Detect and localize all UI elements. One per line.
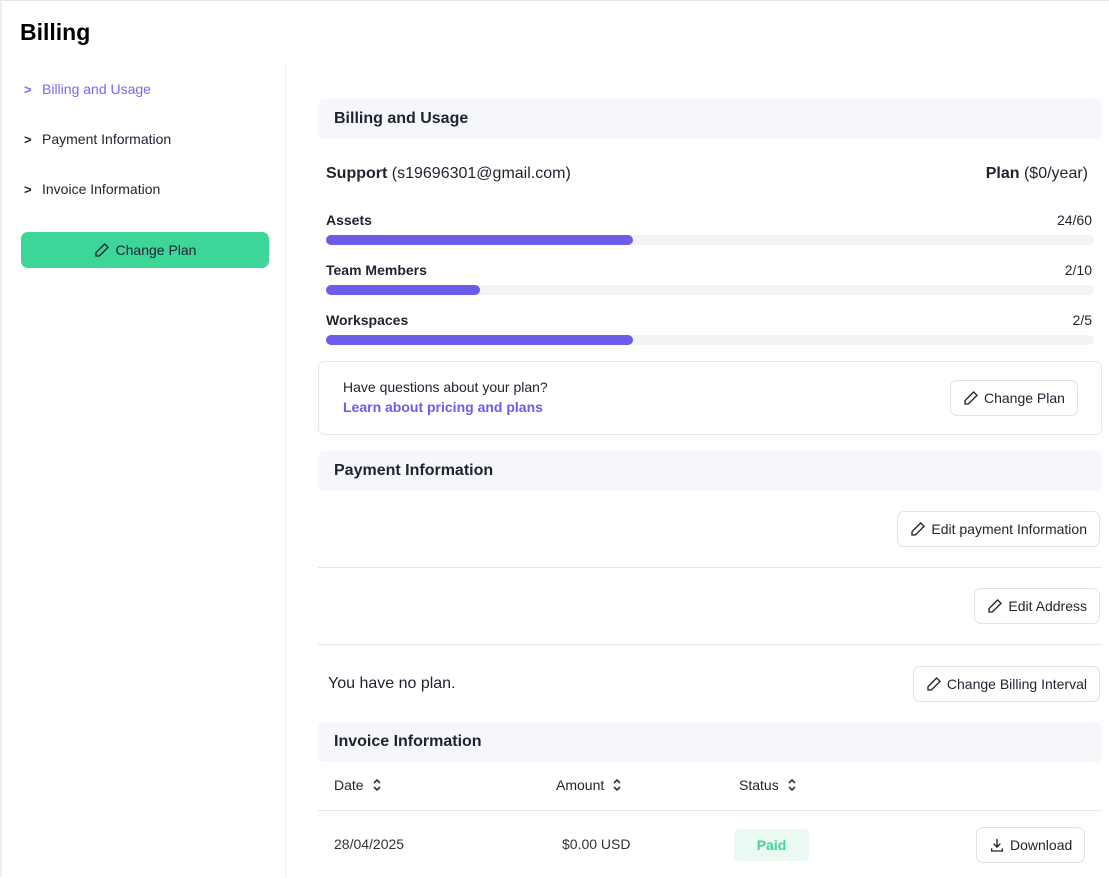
button-label: Change Billing Interval (946, 676, 1087, 692)
chevron-right-icon: > (24, 131, 32, 147)
edit-address-button[interactable]: Edit Address (974, 588, 1100, 624)
no-plan-text: You have no plan. (328, 675, 456, 692)
support-email: (s19696301@gmail.com) (391, 165, 571, 182)
progress-fill (326, 285, 480, 295)
sidebar-change-plan-button[interactable]: Change Plan (21, 232, 269, 268)
usage-progress-workspaces (326, 335, 1094, 345)
column-header-status[interactable]: Status (739, 777, 797, 793)
sort-icon (372, 777, 382, 793)
invoice-amount: $0.00 USD (562, 836, 631, 852)
sidebar-item-label: Invoice Information (42, 181, 161, 197)
plan-question: Have questions about your plan? (343, 379, 548, 395)
button-label: Download (1010, 837, 1073, 853)
button-label: Edit Address (1008, 598, 1087, 614)
button-label: Change Plan (115, 242, 197, 258)
pencil-icon (94, 242, 110, 258)
sidebar-item-billing-usage[interactable]: > Billing and Usage (24, 81, 151, 97)
usage-value: 2/10 (1064, 262, 1092, 278)
sidebar-item-payment-information[interactable]: > Payment Information (24, 131, 171, 147)
usage-label: Team Members (326, 262, 427, 278)
button-label: Change Plan (984, 390, 1065, 406)
divider (318, 810, 1102, 811)
column-header-amount[interactable]: Amount (556, 777, 622, 793)
pencil-icon (910, 521, 926, 537)
invoice-date: 28/04/2025 (334, 836, 405, 852)
sidebar-item-invoice-information[interactable]: > Invoice Information (24, 181, 160, 197)
plan-price: ($0/year) (1023, 165, 1088, 182)
column-header-date[interactable]: Date (334, 777, 382, 793)
sidebar-item-label: Billing and Usage (42, 81, 151, 97)
learn-pricing-link[interactable]: Learn about pricing and plans (343, 399, 543, 415)
divider (318, 644, 1102, 645)
progress-fill (326, 335, 634, 345)
page-title: Billing (20, 19, 91, 45)
pencil-icon (926, 676, 942, 692)
download-icon (989, 837, 1005, 853)
change-plan-button[interactable]: Change Plan (950, 380, 1078, 416)
pencil-icon (987, 598, 1003, 614)
progress-fill (326, 235, 634, 245)
plan-info: Plan ($0/year) (986, 165, 1088, 183)
edit-payment-button[interactable]: Edit payment Information (897, 511, 1100, 547)
download-invoice-button[interactable]: Download (976, 827, 1086, 863)
chevron-right-icon: > (24, 81, 32, 97)
usage-value: 2/5 (1072, 312, 1092, 328)
usage-label: Assets (326, 212, 372, 228)
column-label: Status (739, 777, 779, 793)
usage-value: 24/60 (1056, 212, 1092, 228)
divider (318, 567, 1102, 568)
status-badge: Paid (734, 829, 809, 861)
change-billing-interval-button[interactable]: Change Billing Interval (912, 666, 1100, 702)
sidebar-item-label: Payment Information (42, 131, 172, 147)
sort-icon (787, 777, 797, 793)
payment-information-header: Payment Information (318, 451, 1102, 491)
sidebar-divider (285, 65, 286, 878)
column-label: Date (334, 777, 364, 793)
support-info: Support (s19696301@gmail.com) (326, 165, 571, 183)
plan-help-card (318, 361, 1102, 435)
plan-label: Plan (985, 165, 1020, 182)
button-label: Edit payment Information (931, 521, 1087, 537)
chevron-right-icon: > (24, 181, 32, 197)
usage-progress-team-members (326, 285, 1094, 295)
sort-icon (612, 777, 622, 793)
invoice-information-header: Invoice Information (318, 722, 1102, 762)
pencil-icon (963, 390, 979, 406)
usage-progress-assets (326, 235, 1094, 245)
support-label: Support (326, 165, 388, 182)
billing-usage-header: Billing and Usage (318, 99, 1102, 139)
usage-label: Workspaces (326, 312, 409, 328)
column-label: Amount (556, 777, 605, 793)
